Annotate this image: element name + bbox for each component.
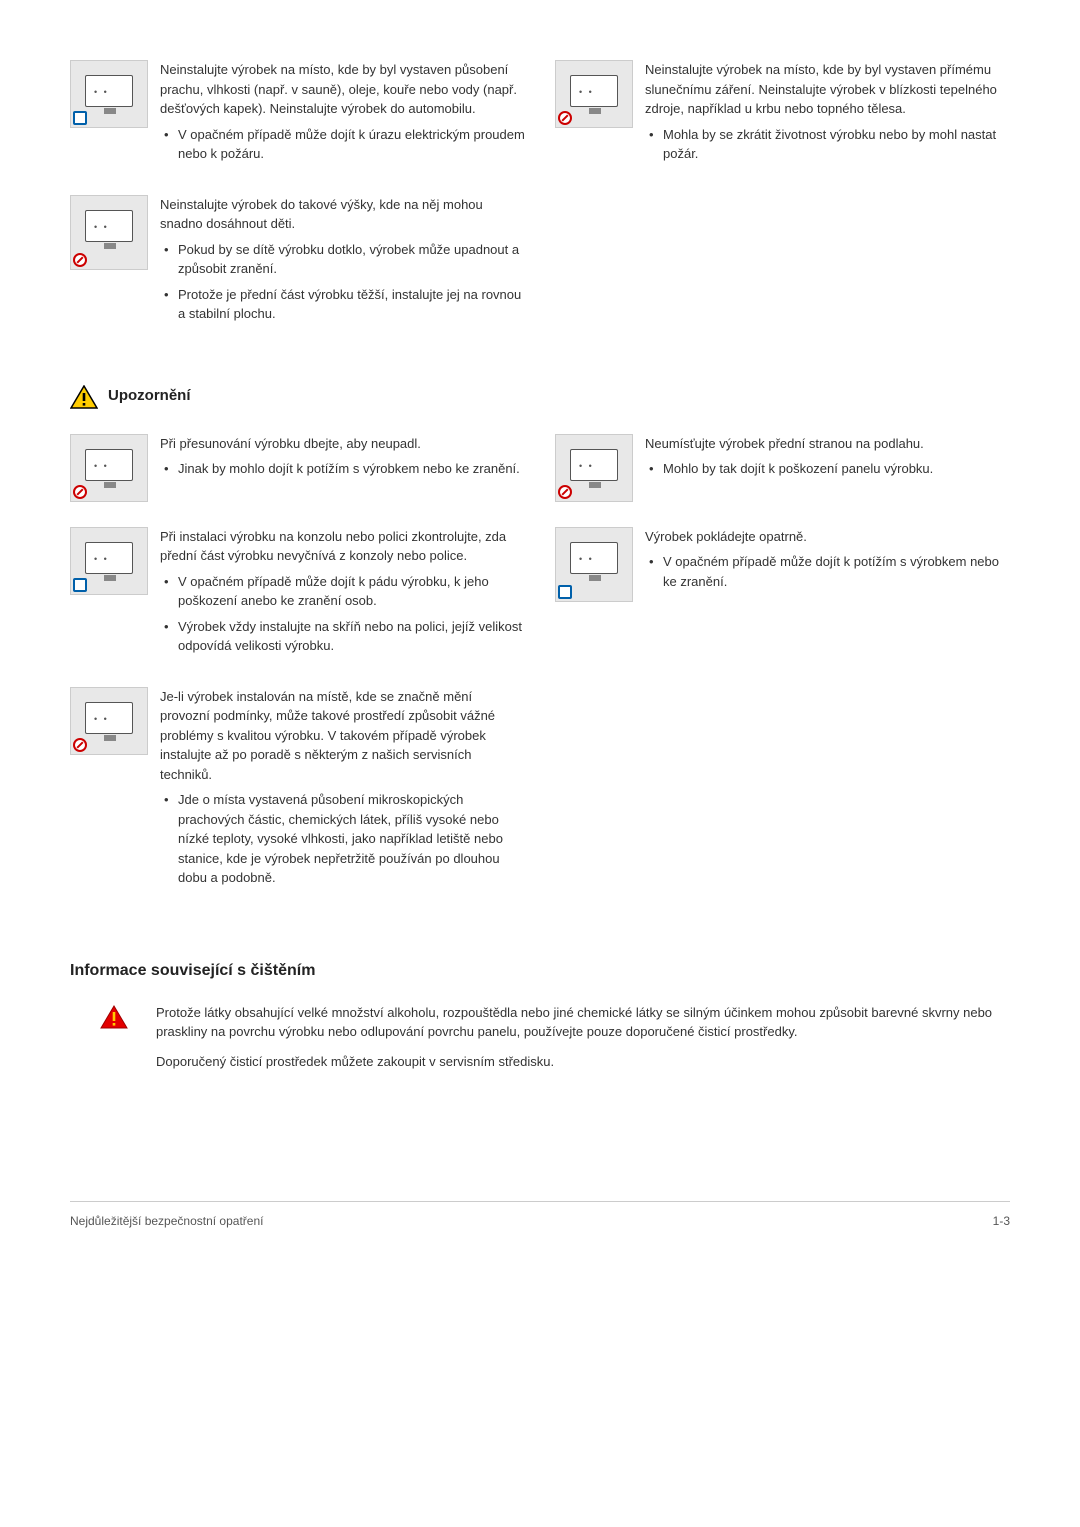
prohibition-icon [73, 253, 87, 267]
illustration-thumb: • • [70, 527, 148, 595]
bullet: Protože je přední část výrobku těžší, in… [178, 285, 525, 324]
warning-content: Neinstalujte výrobek do takové výšky, kd… [160, 195, 525, 330]
bullet: V opačném případě může dojít k pádu výro… [178, 572, 525, 611]
danger-triangle-icon [100, 1005, 128, 1029]
illustration-thumb: • • [70, 434, 148, 502]
page-footer: Nejdůležitější bezpečnostní opatření 1-3 [70, 1201, 1010, 1230]
warning-text: Neinstalujte výrobek na místo, kde by by… [160, 60, 525, 119]
warning-content: Neinstalujte výrobek na místo, kde by by… [160, 60, 525, 170]
warning-content: Výrobek pokládejte opatrně. V opačném př… [645, 527, 1010, 598]
warning-block: • • Neinstalujte výrobek na místo, kde b… [555, 60, 1010, 170]
warning-block: • • Neumísťujte výrobek přední stranou n… [555, 434, 1010, 502]
warning-content: Při instalaci výrobku na konzolu nebo po… [160, 527, 525, 662]
footer-left: Nejdůležitější bezpečnostní opatření [70, 1212, 263, 1230]
info-icon [73, 578, 87, 592]
warning-text: Je-li výrobek instalován na místě, kde s… [160, 687, 525, 785]
caution-right-col: • • Neumísťujte výrobek přední stranou n… [555, 434, 1010, 919]
warning-triangle-icon [70, 385, 98, 409]
warning-text: Výrobek pokládejte opatrně. [645, 527, 1010, 547]
warning-content: Neumísťujte výrobek přední stranou na po… [645, 434, 1010, 485]
prohibition-icon [558, 485, 572, 499]
illustration-thumb: • • [70, 687, 148, 755]
caution-title: Upozornění [108, 385, 191, 408]
warning-block: • • Je-li výrobek instalován na místě, k… [70, 687, 525, 894]
illustration-thumb: • • [555, 60, 633, 128]
warning-block: • • Neinstalujte výrobek do takové výšky… [70, 195, 525, 330]
cleaning-row: Protože látky obsahující velké množství … [70, 1003, 1010, 1082]
warning-block: • • Při instalaci výrobku na konzolu neb… [70, 527, 525, 662]
bullet: V opačném případě může dojít k úrazu ele… [178, 125, 525, 164]
top-section: • • Neinstalujte výrobek na místo, kde b… [70, 60, 1010, 355]
prohibition-icon [73, 485, 87, 499]
bullet: Mohla by se zkrátit životnost výrobku ne… [663, 125, 1010, 164]
warning-text: Při přesunování výrobku dbejte, aby neup… [160, 434, 525, 454]
bullet: Jde o místa vystavená působení mikroskop… [178, 790, 525, 888]
top-right-col: • • Neinstalujte výrobek na místo, kde b… [555, 60, 1010, 355]
bullet: V opačném případě může dojít k potížím s… [663, 552, 1010, 591]
bullet: Jinak by mohlo dojít k potížím s výrobke… [178, 459, 525, 479]
warning-content: Neinstalujte výrobek na místo, kde by by… [645, 60, 1010, 170]
warning-text: Při instalaci výrobku na konzolu nebo po… [160, 527, 525, 566]
bullet: Pokud by se dítě výrobku dotklo, výrobek… [178, 240, 525, 279]
warning-content: Při přesunování výrobku dbejte, aby neup… [160, 434, 525, 485]
warning-text: Neinstalujte výrobek na místo, kde by by… [645, 60, 1010, 119]
caution-header: Upozornění [70, 385, 1010, 409]
top-left-col: • • Neinstalujte výrobek na místo, kde b… [70, 60, 525, 355]
illustration-thumb: • • [70, 60, 148, 128]
warning-block: • • Neinstalujte výrobek na místo, kde b… [70, 60, 525, 170]
bullet: Výrobek vždy instalujte na skříň nebo na… [178, 617, 525, 656]
warning-block: • • Při přesunování výrobku dbejte, aby … [70, 434, 525, 502]
cleaning-text: Protože látky obsahující velké množství … [156, 1003, 1010, 1082]
illustration-thumb: • • [555, 434, 633, 502]
cleaning-p1: Protože látky obsahující velké množství … [156, 1003, 1010, 1042]
caution-section: • • Při přesunování výrobku dbejte, aby … [70, 434, 1010, 919]
caution-left-col: • • Při přesunování výrobku dbejte, aby … [70, 434, 525, 919]
prohibition-icon [558, 111, 572, 125]
prohibition-icon [73, 738, 87, 752]
warning-content: Je-li výrobek instalován na místě, kde s… [160, 687, 525, 894]
illustration-thumb: • • [70, 195, 148, 270]
bullet: Mohlo by tak dojít k poškození panelu vý… [663, 459, 1010, 479]
cleaning-heading: Informace související s čištěním [70, 959, 1010, 983]
info-icon [73, 111, 87, 125]
warning-text: Neinstalujte výrobek do takové výšky, kd… [160, 195, 525, 234]
info-icon [558, 585, 572, 599]
illustration-thumb: • • [555, 527, 633, 602]
warning-block: • • Výrobek pokládejte opatrně. V opačné… [555, 527, 1010, 602]
cleaning-p2: Doporučený čisticí prostředek můžete zak… [156, 1052, 1010, 1072]
warning-text: Neumísťujte výrobek přední stranou na po… [645, 434, 1010, 454]
footer-right: 1-3 [993, 1212, 1010, 1230]
